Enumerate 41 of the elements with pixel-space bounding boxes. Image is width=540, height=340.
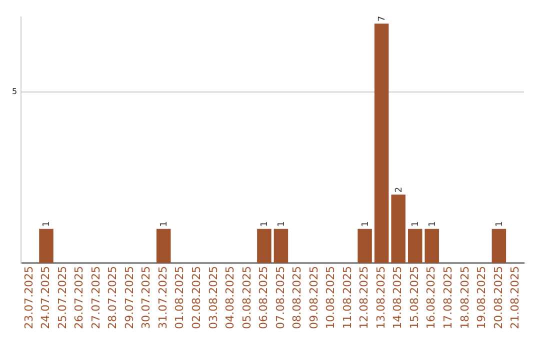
x-tick-label: 26.07.2025 (72, 266, 86, 330)
data-label: 1 (260, 221, 270, 227)
data-label: 1 (42, 221, 52, 227)
y-tick-label: 5 (12, 87, 18, 96)
x-tick-label: 05.08.2025 (240, 266, 254, 330)
x-tick-label: 08.08.2025 (290, 266, 304, 330)
x-tick-label: 04.08.2025 (224, 266, 237, 330)
x-tick-label: 21.08.2025 (508, 266, 522, 330)
data-label: 1 (276, 221, 287, 227)
x-tick-label: 28.07.2025 (106, 266, 120, 330)
x-tick-label: 01.08.2025 (173, 266, 186, 330)
x-tick-label: 20.08.2025 (492, 266, 505, 330)
x-tick-label: 30.07.2025 (140, 266, 153, 330)
x-tick-label: 25.07.2025 (56, 266, 69, 330)
x-tick-label: 31.07.2025 (156, 266, 170, 330)
data-label: 1 (160, 221, 170, 227)
x-tick-label: 24.07.2025 (39, 266, 52, 330)
x-tick-label: 15.08.2025 (408, 266, 421, 330)
x-tick-label: 17.08.2025 (441, 266, 454, 330)
x-tick-label: 29.07.2025 (122, 266, 136, 330)
data-label: 1 (411, 221, 422, 227)
x-tick-label: 14.08.2025 (391, 266, 404, 330)
x-tick-label: 02.08.2025 (190, 266, 203, 330)
data-label: 1 (494, 221, 505, 227)
x-tick-label: 19.08.2025 (475, 266, 488, 330)
x-tick-label: 12.08.2025 (358, 266, 371, 330)
x-tick-label: 07.08.2025 (274, 266, 287, 330)
x-tick-label: 16.08.2025 (424, 266, 438, 330)
x-tick-label: 10.08.2025 (324, 266, 338, 330)
x-tick-label: 06.08.2025 (257, 266, 270, 330)
x-tick-label: 03.08.2025 (206, 266, 220, 330)
x-tick-label: 09.08.2025 (307, 266, 320, 330)
x-tick-label: 18.08.2025 (458, 266, 472, 330)
data-label: 1 (428, 221, 438, 227)
x-tick-label: 11.08.2025 (340, 266, 354, 330)
data-label: 2 (394, 186, 404, 193)
x-tick-label: 27.07.2025 (89, 266, 102, 330)
x-tick-label: 13.08.2025 (374, 266, 388, 330)
x-tick-label: 23.07.2025 (22, 266, 36, 330)
data-label: 7 (378, 16, 388, 22)
data-label: 1 (360, 221, 371, 227)
